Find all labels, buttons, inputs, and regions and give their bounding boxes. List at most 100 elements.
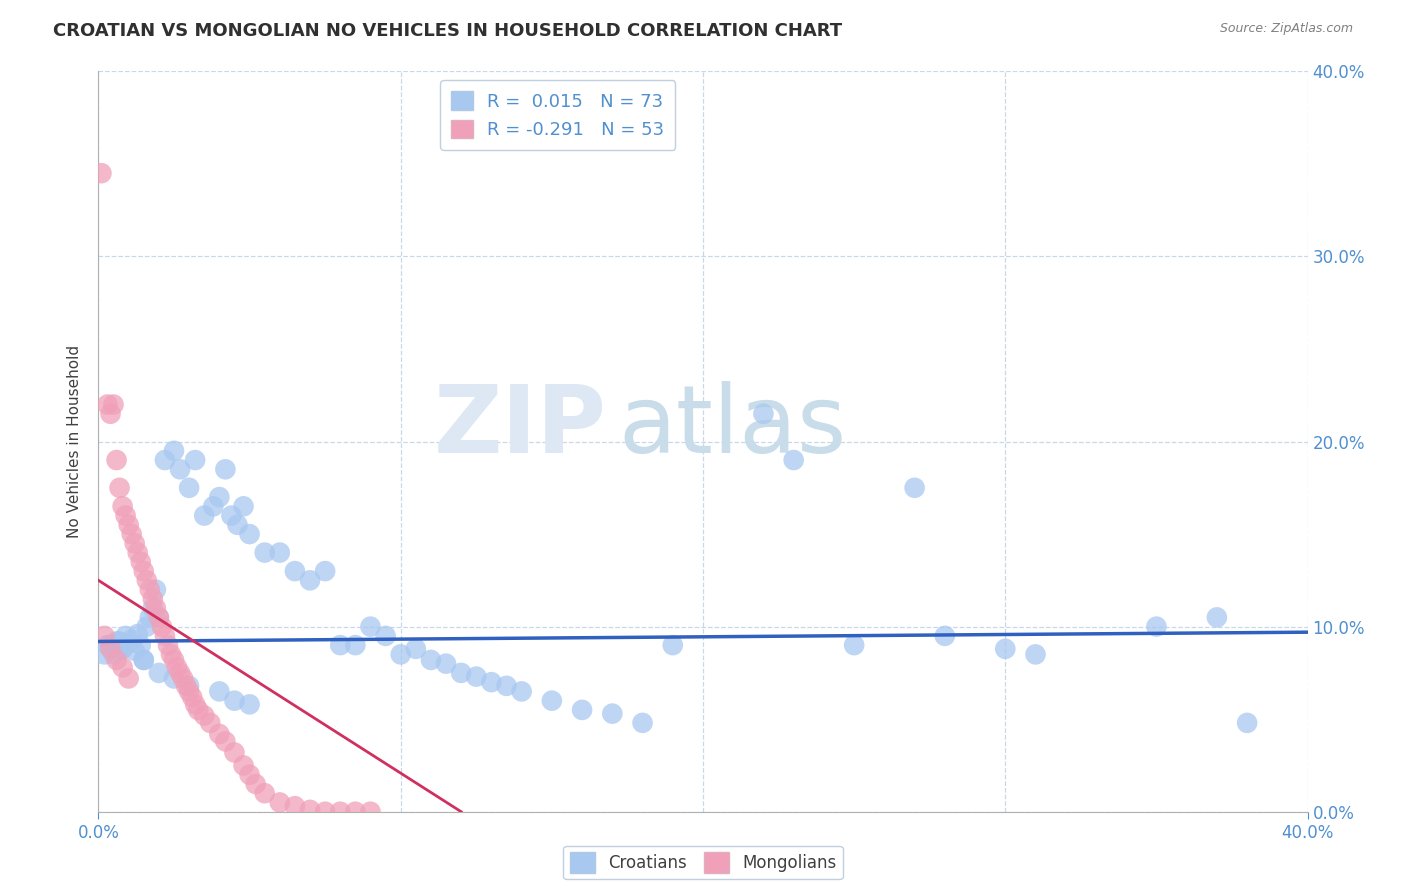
Point (284, 799, 307, 814)
Point (184, 453, 207, 467)
Point (100, 641, 122, 656)
Point (329, 638, 352, 652)
Point (239, 767, 262, 781)
Point (224, 694, 246, 708)
Point (169, 665, 191, 680)
Point (299, 803, 322, 817)
Point (1236, 715, 1258, 730)
Point (214, 462, 236, 476)
Point (450, 665, 472, 680)
Point (232, 758, 254, 772)
Point (405, 641, 427, 656)
Point (129, 638, 152, 652)
Point (132, 564, 155, 578)
Point (994, 641, 1017, 656)
Point (111, 641, 134, 656)
Point (127, 545, 149, 560)
Point (132, 653, 155, 667)
Point (111, 660, 134, 674)
Point (179, 684, 201, 698)
Point (314, 564, 336, 578)
Point (163, 672, 186, 686)
Point (631, 715, 654, 730)
Point (193, 708, 215, 723)
Point (181, 690, 204, 704)
Point (145, 582, 167, 597)
Point (118, 672, 141, 686)
Point (142, 591, 165, 606)
Point (783, 453, 806, 467)
Point (145, 601, 167, 615)
Point (105, 634, 128, 648)
Point (602, 706, 624, 721)
Point (389, 648, 412, 662)
Point (148, 610, 170, 624)
Point (105, 453, 128, 467)
Point (153, 629, 176, 643)
Point (142, 601, 165, 615)
Point (253, 545, 276, 560)
Point (160, 648, 183, 662)
Text: CROATIAN VS MONGOLIAN NO VEHICLES IN HOUSEHOLD CORRELATION CHART: CROATIAN VS MONGOLIAN NO VEHICLES IN HOU… (53, 22, 842, 40)
Point (208, 684, 231, 698)
Point (269, 545, 291, 560)
Point (163, 443, 186, 458)
Point (1144, 619, 1167, 633)
Point (187, 703, 209, 717)
Legend: R =  0.015   N = 73, R = -0.291   N = 53: R = 0.015 N = 73, R = -0.291 N = 53 (440, 80, 675, 150)
Point (232, 500, 254, 514)
Point (111, 641, 134, 656)
Point (103, 648, 125, 662)
Point (344, 805, 367, 819)
Point (174, 679, 197, 693)
Point (224, 746, 246, 760)
Point (139, 610, 162, 624)
Point (135, 574, 157, 588)
Point (179, 481, 201, 495)
Point (111, 500, 134, 514)
Point (904, 481, 927, 495)
Point (510, 684, 533, 698)
Point (200, 715, 222, 730)
Point (752, 407, 775, 421)
Point (245, 777, 267, 791)
Point (108, 634, 131, 648)
Point (495, 679, 517, 693)
Point (148, 665, 170, 680)
Point (93, 629, 115, 643)
Point (118, 636, 141, 650)
Point (239, 527, 262, 541)
Point (156, 638, 179, 652)
Point (90, 166, 112, 180)
Point (481, 675, 503, 690)
Y-axis label: No Vehicles in Household: No Vehicles in Household (67, 345, 83, 538)
Point (114, 629, 136, 643)
Text: Source: ZipAtlas.com: Source: ZipAtlas.com (1219, 22, 1353, 36)
Point (124, 643, 146, 657)
Point (540, 694, 562, 708)
Point (108, 481, 131, 495)
Point (193, 508, 215, 523)
Point (139, 582, 162, 597)
Point (208, 727, 231, 741)
Point (129, 555, 152, 569)
Point (226, 517, 249, 532)
Point (172, 672, 194, 686)
Point (96, 638, 118, 652)
Point (299, 574, 322, 588)
Point (571, 703, 593, 717)
Point (100, 407, 122, 421)
Point (105, 653, 128, 667)
Point (114, 508, 136, 523)
Point (253, 786, 276, 800)
Point (169, 462, 191, 476)
Point (163, 653, 186, 667)
Legend: Croatians, Mongolians: Croatians, Mongolians (564, 846, 842, 880)
Point (1024, 648, 1046, 662)
Point (135, 619, 157, 633)
Point (1206, 610, 1229, 624)
Point (434, 657, 457, 671)
Point (184, 698, 207, 712)
Point (269, 796, 291, 810)
Point (374, 629, 396, 643)
